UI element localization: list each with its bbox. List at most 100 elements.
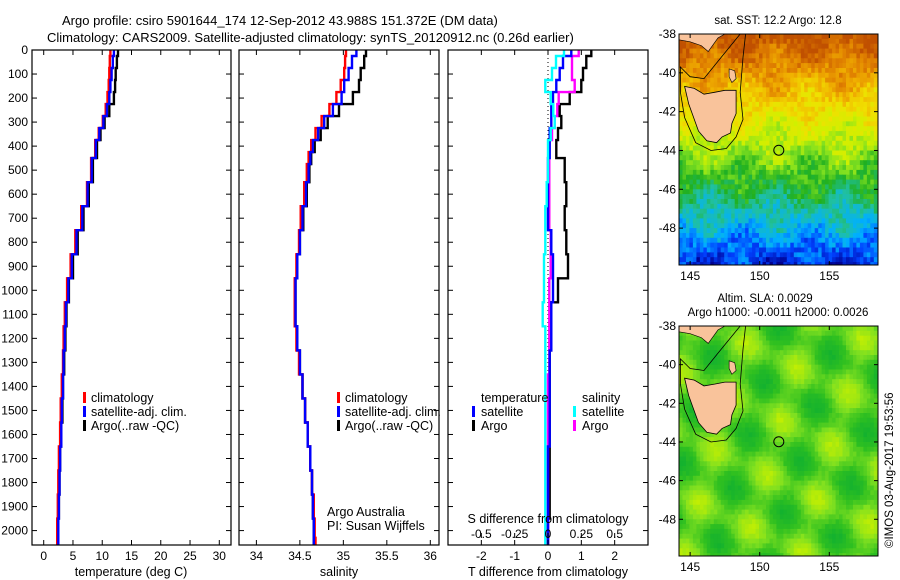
map-cell <box>797 252 802 258</box>
map-cell <box>856 345 861 351</box>
map-cell <box>866 388 871 395</box>
map-cell <box>699 199 704 205</box>
map-cell <box>786 68 791 74</box>
map-cell <box>783 135 788 142</box>
map-cell <box>814 369 819 375</box>
map-cell <box>772 393 777 399</box>
map-cell <box>828 451 833 457</box>
map-cell <box>849 174 854 181</box>
map-cell <box>828 68 833 74</box>
map-cell <box>790 233 795 239</box>
map-cell <box>807 92 812 98</box>
map-cell <box>727 208 732 215</box>
map-cell <box>790 398 795 404</box>
map-cell <box>821 359 826 366</box>
map-cell <box>779 48 784 55</box>
map-cell <box>804 72 809 79</box>
map-cell <box>741 116 746 122</box>
map-cell <box>853 213 858 220</box>
map-cell <box>717 169 722 176</box>
map-cell <box>863 223 868 229</box>
map-cell <box>772 379 777 385</box>
map-cell <box>706 247 711 253</box>
map-cell <box>786 461 791 467</box>
map-cell <box>738 101 743 108</box>
map-cell <box>790 403 795 409</box>
salinity-axes-frame <box>238 49 440 546</box>
map-cell <box>769 199 774 205</box>
map-cell <box>772 417 777 424</box>
map-cell <box>786 179 791 186</box>
map-cell <box>786 442 791 448</box>
map-cell <box>832 442 837 448</box>
map-cell <box>738 165 743 171</box>
map-cell <box>741 58 746 64</box>
map-cell <box>731 427 736 433</box>
map-cell <box>766 403 771 409</box>
map-cell <box>779 203 784 210</box>
map-cell <box>825 63 830 69</box>
map-cell <box>741 456 746 462</box>
map-cell <box>689 335 694 342</box>
map-cell <box>835 77 840 84</box>
map-cell <box>762 101 767 108</box>
map-cell <box>689 355 694 361</box>
map-cell <box>811 461 816 467</box>
map-cell <box>752 247 757 253</box>
map-cell <box>724 237 729 244</box>
map-cell <box>772 451 777 457</box>
map-cell <box>839 53 844 59</box>
map-cell <box>759 451 764 457</box>
map-cell <box>849 213 854 220</box>
map-cell <box>835 184 840 190</box>
map-cell <box>748 145 753 152</box>
map-cell <box>776 355 781 361</box>
map-cell <box>776 456 781 462</box>
map-cell <box>856 92 861 98</box>
map-cell <box>849 345 854 351</box>
map-cell <box>762 189 767 195</box>
map-cell <box>772 471 777 477</box>
map-cell <box>811 165 816 171</box>
map-cell <box>832 242 837 249</box>
map-cell <box>686 48 691 55</box>
map-cell <box>748 58 753 64</box>
map-cell <box>832 403 837 409</box>
map-cell <box>807 38 812 45</box>
map-cell <box>793 451 798 457</box>
map-cell <box>873 87 878 93</box>
map-cell <box>766 359 771 366</box>
map-cell <box>731 179 736 186</box>
map-cell <box>686 237 691 244</box>
map-cell <box>859 355 864 361</box>
map-cell <box>779 446 784 453</box>
map-cell <box>710 228 715 234</box>
map-cell <box>706 466 711 472</box>
map-cell <box>686 155 691 161</box>
map-cell <box>696 165 701 171</box>
map-cell <box>772 384 777 390</box>
map-cell <box>797 413 802 419</box>
map-cell <box>821 199 826 205</box>
map-cell <box>734 155 739 161</box>
map-cell <box>696 145 701 152</box>
map-cell <box>804 466 809 472</box>
map-cell <box>866 135 871 142</box>
map-cell <box>783 451 788 457</box>
map-cell <box>755 68 760 74</box>
map-cell <box>835 145 840 152</box>
map-cell <box>689 140 694 147</box>
map-cell <box>682 145 687 152</box>
map-cell <box>870 150 875 156</box>
x-tick-label: 2 <box>611 549 618 563</box>
map-cell <box>793 262 798 265</box>
map-cell <box>731 340 736 346</box>
map-cell <box>832 131 837 137</box>
map-cell <box>776 403 781 409</box>
map-cell <box>818 223 823 229</box>
map-cell <box>727 184 732 190</box>
map-cell <box>686 262 691 265</box>
map-cell <box>849 471 854 477</box>
map-cell <box>759 446 764 453</box>
map-cell <box>734 456 739 462</box>
